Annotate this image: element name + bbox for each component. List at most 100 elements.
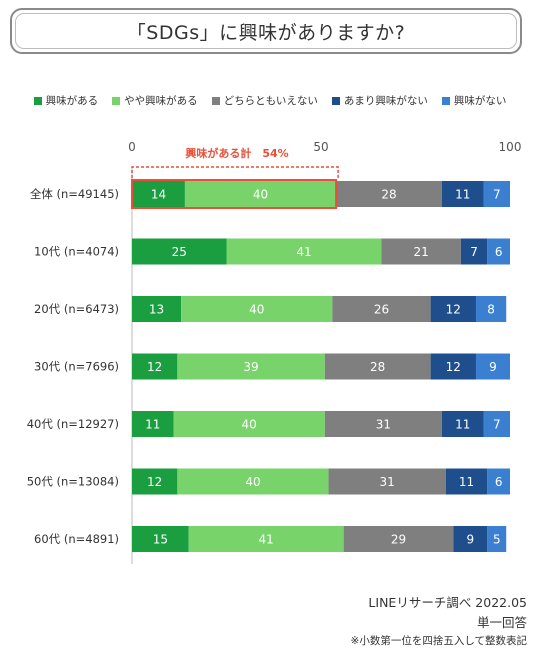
- bar-segment: [343, 526, 454, 552]
- data-label: 25: [172, 245, 187, 259]
- bar-segment: [173, 411, 325, 437]
- data-label: 12: [147, 475, 162, 489]
- data-label: 7: [493, 418, 501, 432]
- bar-segment: [430, 296, 476, 322]
- category-label: 50代 (n=13084): [27, 475, 119, 489]
- annotation-bracket: [131, 166, 339, 178]
- legend-swatch: [441, 96, 450, 105]
- bar-segment: [181, 296, 333, 322]
- source-text: LINEリサーチ調べ 2022.05: [368, 595, 527, 610]
- data-label: 9: [466, 533, 474, 547]
- data-label: 31: [380, 475, 395, 489]
- legend-item: 興味がある: [33, 93, 99, 108]
- data-label: 12: [446, 303, 461, 317]
- legend-label: 興味がある: [45, 95, 99, 107]
- data-label: 21: [414, 245, 429, 259]
- data-label: 6: [495, 245, 503, 259]
- data-label: 29: [391, 533, 406, 547]
- answer-type-text: 単一回答: [476, 615, 527, 630]
- bar-segment: [132, 526, 189, 552]
- note-text: ※小数第一位を四捨五入して整数表記: [350, 635, 527, 647]
- bar-segment: [332, 296, 431, 322]
- data-label: 8: [487, 303, 495, 317]
- data-label: 26: [374, 303, 389, 317]
- bar-segment: [445, 468, 488, 495]
- data-label: 6: [495, 475, 503, 489]
- data-label: 40: [249, 303, 264, 317]
- bar-segment: [487, 468, 510, 495]
- bar-segment: [177, 468, 329, 495]
- data-label: 40: [242, 418, 257, 432]
- data-label: 13: [149, 303, 164, 317]
- category-label: 40代 (n=12927): [27, 417, 119, 431]
- data-label: 7: [493, 188, 501, 202]
- data-label: 9: [489, 360, 497, 374]
- annotation-highlight: [131, 179, 338, 209]
- bar-segment: [441, 411, 484, 437]
- bar-segment: [328, 468, 446, 495]
- legend-item: どちらともいえない: [211, 93, 318, 108]
- bar-segment: [132, 238, 227, 265]
- bar-segment: [177, 353, 325, 380]
- legend-label: どちらともいえない: [223, 95, 318, 107]
- data-label: 40: [253, 188, 268, 202]
- legend-swatch: [331, 96, 340, 105]
- data-label: 28: [381, 188, 396, 202]
- bar-segment: [430, 353, 476, 380]
- data-label: 41: [296, 245, 311, 259]
- data-label: 12: [147, 360, 162, 374]
- legend-swatch: [211, 96, 220, 105]
- bar-segment: [188, 526, 344, 552]
- bar-segment: [132, 353, 178, 380]
- legend-item: あまり興味がない: [331, 93, 428, 108]
- stacked-bar-chart: 0 50 100 全体 (n=49145) 14 40 28 11 7 10代 (n=4074) 2…: [27, 140, 522, 564]
- category-label: 20代 (n=6473): [34, 302, 119, 316]
- annotation-label: 興味がある計 54%: [185, 146, 288, 160]
- x-tick-label: 0: [128, 140, 136, 154]
- bar-segment: [475, 296, 507, 322]
- category-label: 30代 (n=7696): [34, 360, 119, 374]
- legend-label: やや興味がある: [124, 95, 198, 107]
- data-label: 11: [145, 418, 160, 432]
- data-label: 12: [446, 360, 461, 374]
- data-label: 15: [153, 533, 168, 547]
- bar-segment: [441, 181, 484, 207]
- title-box: 「SDGs」に興味がありますか?: [10, 8, 522, 54]
- bar-segment: [132, 468, 178, 495]
- data-label: 39: [243, 360, 258, 374]
- bar-segment: [475, 353, 510, 380]
- legend-swatch: [33, 96, 42, 105]
- legend-item: やや興味がある: [112, 93, 198, 108]
- data-label: 5: [493, 533, 501, 547]
- bar-segment: [487, 238, 510, 265]
- data-label: 11: [459, 475, 474, 489]
- bar-segment: [132, 296, 182, 322]
- data-label: 14: [151, 188, 166, 202]
- bar-segment: [483, 181, 510, 207]
- bar-segment: [381, 238, 461, 265]
- x-tick-label: 50: [313, 140, 328, 154]
- legend-label: あまり興味がない: [343, 95, 428, 107]
- bar-segment: [336, 181, 442, 207]
- data-label: 41: [259, 533, 274, 547]
- bar-segment: [132, 411, 174, 437]
- bar-segment: [132, 181, 185, 207]
- x-tick-label: 100: [499, 140, 522, 154]
- bar-segment: [460, 238, 488, 265]
- data-label: 40: [245, 475, 260, 489]
- data-label: 7: [470, 245, 478, 259]
- bar-segment: [487, 526, 507, 552]
- bar-segment: [226, 238, 382, 265]
- category-label: 10代 (n=4074): [34, 245, 119, 259]
- legend-label: 興味がない: [453, 95, 507, 107]
- data-label: 11: [455, 188, 470, 202]
- category-label: 全体 (n=49145): [30, 187, 119, 201]
- chart-legend: 興味がある やや興味がある どちらともいえない あまり興味がない 興味がない: [0, 93, 540, 108]
- data-label: 28: [370, 360, 385, 374]
- bar-segment: [453, 526, 488, 552]
- data-label: 11: [455, 418, 470, 432]
- legend-swatch: [112, 96, 121, 105]
- legend-item: 興味がない: [441, 93, 507, 108]
- category-label: 60代 (n=4891): [34, 532, 119, 546]
- bar-segment: [483, 411, 510, 437]
